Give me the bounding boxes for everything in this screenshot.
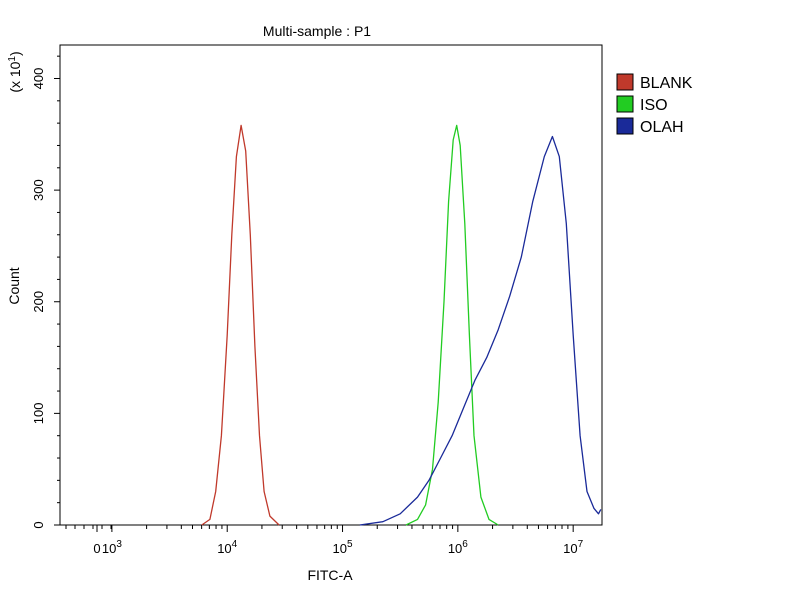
x-tick-label: 104: [217, 539, 237, 556]
x-axis-label: FITC-A: [307, 567, 353, 583]
x-tick-label: 0: [93, 541, 100, 556]
y-tick-label: 100: [31, 403, 46, 425]
legend-label-blank: BLANK: [640, 75, 693, 92]
x-tick-label: 107: [563, 539, 583, 556]
chart-title: Multi-sample : P1: [263, 23, 371, 39]
x-tick-label: 106: [448, 539, 468, 556]
legend: BLANK ISO OLAH: [616, 73, 693, 136]
y-tick-label: 0: [31, 521, 46, 528]
legend-swatch-iso: [616, 95, 634, 113]
legend-label-olah: OLAH: [640, 119, 684, 136]
y-axis-label: Count: [6, 267, 22, 304]
series-lines: [201, 124, 602, 526]
y-tick-label: 200: [31, 291, 46, 313]
y-tick-label: 300: [31, 179, 46, 201]
x-tick-label: 105: [333, 539, 353, 556]
series-line-blank: [201, 124, 280, 526]
legend-swatch-blank: [616, 73, 634, 91]
svg-text:(x 101): (x 101): [7, 51, 23, 92]
legend-label-iso: ISO: [640, 97, 668, 114]
series-line-olah: [359, 135, 602, 526]
legend-swatch-olah: [616, 117, 634, 135]
x-tick-label: 103: [102, 539, 122, 556]
y-multiplier-suffix: ): [7, 51, 23, 56]
series-line-iso: [405, 124, 499, 526]
y-axis-multiplier: (x 101): [7, 51, 23, 92]
x-axis-ticks: 0 103 104 105 106 107: [65, 525, 584, 556]
y-multiplier-prefix: (x 10: [7, 61, 23, 92]
plot-area-frame: [59, 44, 603, 526]
y-tick-label: 400: [31, 68, 46, 90]
y-multiplier-exponent: 1: [7, 56, 18, 62]
y-axis-ticks: 0 100 200 300 400: [31, 55, 60, 529]
